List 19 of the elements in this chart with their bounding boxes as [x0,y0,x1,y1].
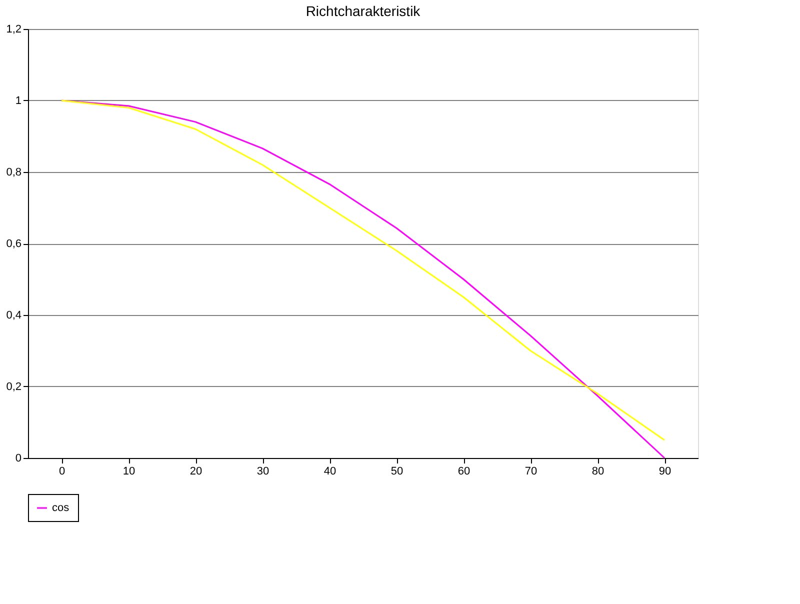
legend-label: cos [52,502,70,514]
x-tick-label: 90 [658,466,672,478]
x-tick-label: 60 [458,466,470,478]
y-tick-label: 0,8 [6,166,22,178]
x-tick-label: 0 [58,466,66,478]
y-tick-label: 1,2 [6,24,22,36]
x-tick-label: 70 [524,466,538,478]
y-tick-label: 1 [15,95,22,107]
x-tick-label: 10 [122,466,136,478]
y-tick-label: 0,6 [6,238,22,250]
x-tick-label: 40 [324,466,336,478]
x-tick-label: 80 [592,466,604,478]
y-tick-label: 0 [15,452,22,464]
x-tick-label: 30 [256,466,270,478]
x-tick-label: 50 [390,466,404,478]
y-tick-label: 0,2 [6,381,22,393]
x-tick-label: 20 [190,466,202,478]
y-tick-label: 0,4 [6,310,22,322]
chart-title: Richtcharakteristik [306,3,422,19]
